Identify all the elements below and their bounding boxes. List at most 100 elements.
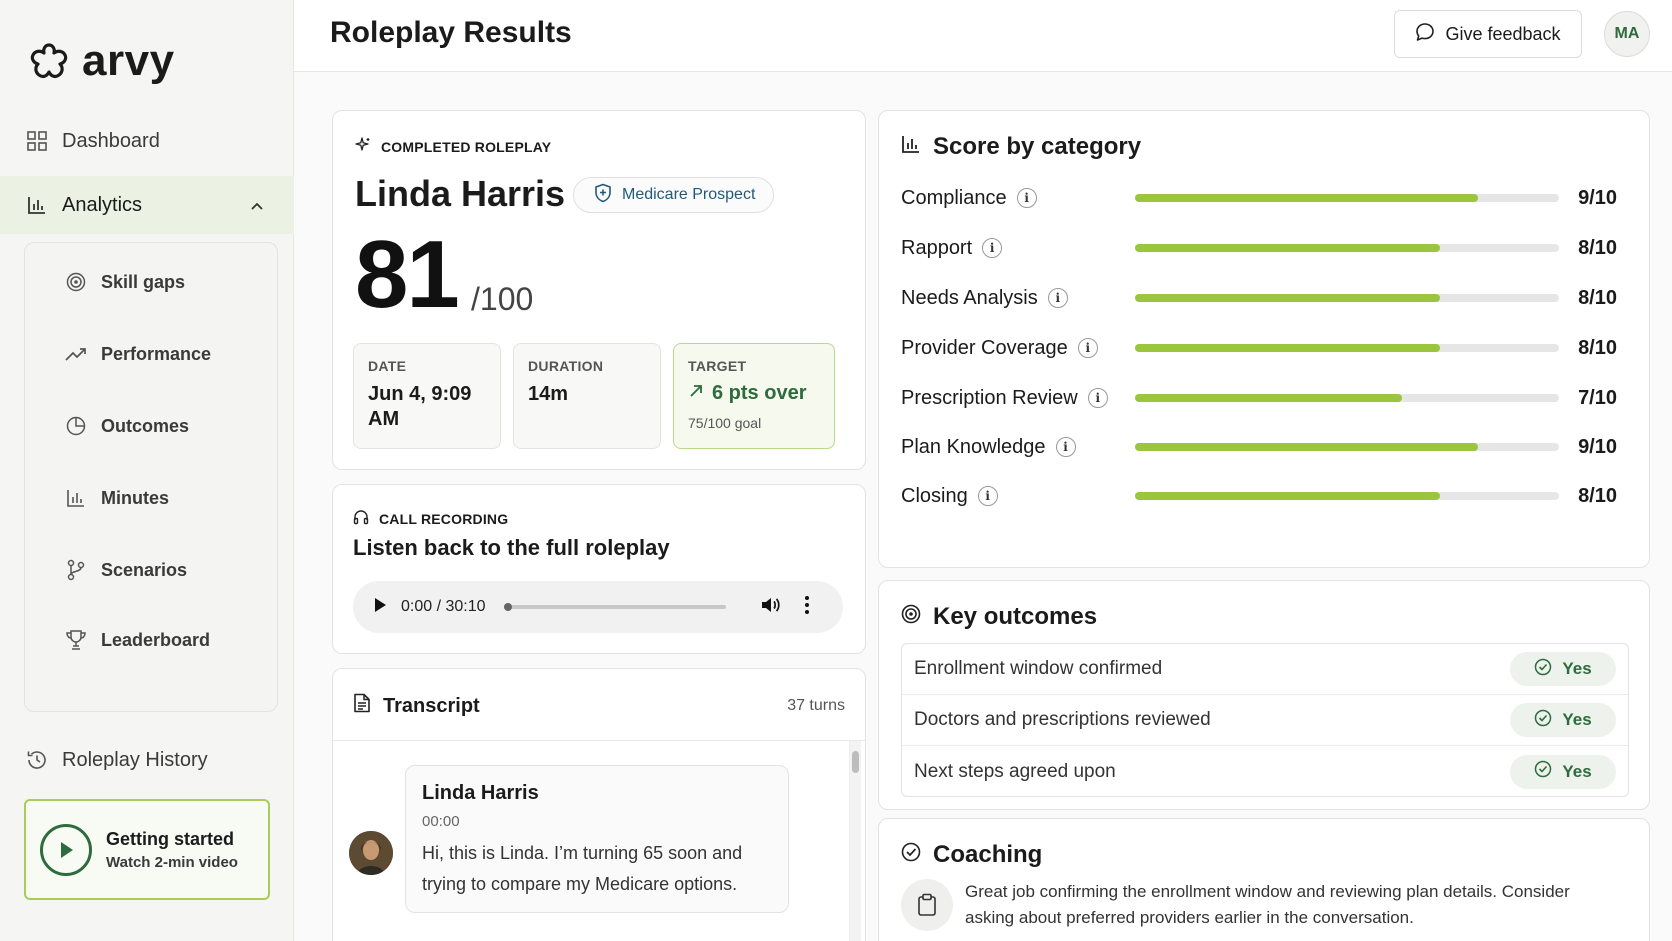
info-icon[interactable]: i [982, 238, 1003, 258]
arvy-logo-icon [30, 43, 68, 79]
outcome-label: Doctors and prescriptions reviewed [914, 709, 1211, 730]
category-bar-fill [1135, 394, 1403, 402]
target-icon [65, 271, 87, 293]
audio-player: 0:00 / 30:10 [353, 581, 843, 633]
grid-icon [26, 130, 48, 152]
outcome-label: Next steps agreed upon [914, 760, 1116, 782]
sparkle-icon [355, 137, 371, 156]
category-bar-track [1135, 492, 1559, 500]
subnav-outcomes[interactable]: Outcomes [65, 415, 189, 437]
category-label: Rapport i [901, 237, 1131, 260]
score-by-category-card: Score by category Compliance i 9/10 Rapport… [878, 110, 1650, 568]
category-bar-track [1135, 244, 1559, 252]
nav-analytics[interactable]: Analytics [0, 176, 294, 234]
call-recording-card: CALL RECORDING Listen back to the full r… [332, 484, 866, 654]
outcome-status-pill: Yes [1510, 703, 1616, 737]
trending-up-icon [65, 343, 87, 365]
transcript-scrollbar[interactable] [849, 741, 861, 941]
give-feedback-button[interactable]: Give feedback [1394, 10, 1582, 58]
outcome-status-pill: Yes [1510, 754, 1616, 789]
subnav-performance[interactable]: Performance [65, 343, 211, 365]
subnav-label: Minutes [101, 487, 170, 508]
category-label: Prescription Review i [901, 387, 1131, 410]
transcript-title-text: Transcript [383, 694, 480, 717]
subnav-skill-gaps[interactable]: Skill gaps [65, 271, 185, 293]
chevron-up-icon[interactable] [250, 196, 264, 219]
stat-date: DATE Jun 4, 9:09 AM [353, 343, 501, 449]
category-bar-track [1135, 194, 1559, 202]
info-icon[interactable]: i [1087, 388, 1108, 408]
nav-dashboard[interactable]: Dashboard [0, 112, 294, 170]
message-text: Hi, this is Linda. I’m turning 65 soon a… [422, 843, 743, 894]
category-bar-fill [1135, 344, 1441, 352]
trophy-icon [65, 629, 87, 651]
getting-started-card[interactable]: Getting started Watch 2-min video [24, 799, 270, 900]
more-vertical-icon[interactable] [804, 595, 810, 620]
user-avatar[interactable]: MA [1604, 11, 1650, 57]
category-bar-fill [1135, 492, 1441, 500]
category-label: Plan Knowledge i [901, 436, 1131, 459]
check-circle-icon [1534, 658, 1552, 681]
category-row: Compliance i 9/10 [901, 183, 1617, 213]
transcript-scroll-thumb[interactable] [852, 751, 859, 773]
stat-target-value: 6 pts over [688, 382, 820, 405]
chat-bubble-icon [1415, 22, 1435, 47]
info-icon[interactable]: i [1077, 338, 1098, 358]
category-row: Needs Analysis i 8/10 [901, 283, 1617, 313]
volume-icon[interactable] [760, 595, 782, 620]
headphones-icon [353, 509, 369, 528]
category-row: Plan Knowledge i 9/10 [901, 432, 1617, 462]
category-score: 8/10 [1578, 484, 1617, 507]
check-circle-icon [901, 841, 921, 869]
category-bar-track [1135, 294, 1559, 302]
subnav-minutes[interactable]: Minutes [65, 487, 169, 509]
roleplay-summary-card: COMPLETED ROLEPLAY Linda Harris Medicare… [332, 110, 866, 470]
audio-progress-bar[interactable] [503, 603, 726, 611]
category-score: 9/10 [1578, 186, 1617, 209]
transcript-turn-count: 37 turns [787, 697, 845, 714]
getting-started-title: Getting started [106, 828, 235, 849]
key-outcomes-title: Key outcomes [901, 603, 1097, 631]
category-row: Provider Coverage i 8/10 [901, 333, 1617, 363]
branch-icon [65, 559, 87, 581]
subnav-leaderboard[interactable]: Leaderboard [65, 629, 210, 651]
overall-score: 81 [355, 221, 460, 328]
page-header: Roleplay Results Give feedback MA [294, 0, 1672, 72]
audio-progress-handle[interactable] [503, 603, 512, 611]
stat-date-label: DATE [368, 358, 407, 374]
bar-chart-icon [65, 487, 87, 509]
category-bar-track [1135, 344, 1559, 352]
summary-eyebrow-text: COMPLETED ROLEPLAY [381, 138, 552, 155]
coaching-text: Great job confirming the enrollment wind… [965, 882, 1570, 927]
nav-roleplay-history-label: Roleplay History [62, 748, 208, 771]
pie-chart-icon [65, 415, 87, 437]
logo-text: arvy [82, 36, 175, 85]
analytics-subnav: Skill gaps Performance Outcomes Minutes … [24, 242, 278, 712]
bar-chart-icon [26, 194, 48, 216]
info-icon[interactable]: i [977, 486, 998, 506]
stat-target-goal: 75/100 goal [688, 415, 762, 431]
stat-duration: DURATION 14m [513, 343, 661, 449]
outcome-status: Yes [1562, 761, 1592, 781]
stat-duration-label: DURATION [528, 358, 604, 374]
logo[interactable]: arvy [26, 36, 175, 86]
play-icon[interactable] [373, 597, 387, 618]
category-score: 8/10 [1578, 236, 1617, 259]
info-icon[interactable]: i [1055, 437, 1076, 457]
subnav-scenarios[interactable]: Scenarios [65, 559, 187, 581]
category-label: Needs Analysis i [901, 287, 1131, 310]
outcome-label: Enrollment window confirmed [914, 658, 1163, 679]
category-label-text: Needs Analysis [901, 286, 1038, 309]
shield-plus-icon [594, 183, 612, 208]
category-label-text: Prescription Review [901, 386, 1078, 409]
category-label-text: Plan Knowledge [901, 435, 1046, 458]
nav-roleplay-history[interactable]: Roleplay History [0, 731, 294, 789]
nav-analytics-label: Analytics [62, 193, 143, 216]
info-icon[interactable]: i [1047, 288, 1068, 308]
subnav-label: Scenarios [101, 559, 188, 580]
target-icon [901, 603, 921, 631]
info-icon[interactable]: i [1016, 188, 1037, 208]
transcript-message: Linda Harris 00:00 Hi, this is Linda. I’… [405, 765, 789, 913]
transcript-header: Transcript 37 turns [333, 669, 865, 741]
overall-score-max: /100 [471, 281, 534, 317]
